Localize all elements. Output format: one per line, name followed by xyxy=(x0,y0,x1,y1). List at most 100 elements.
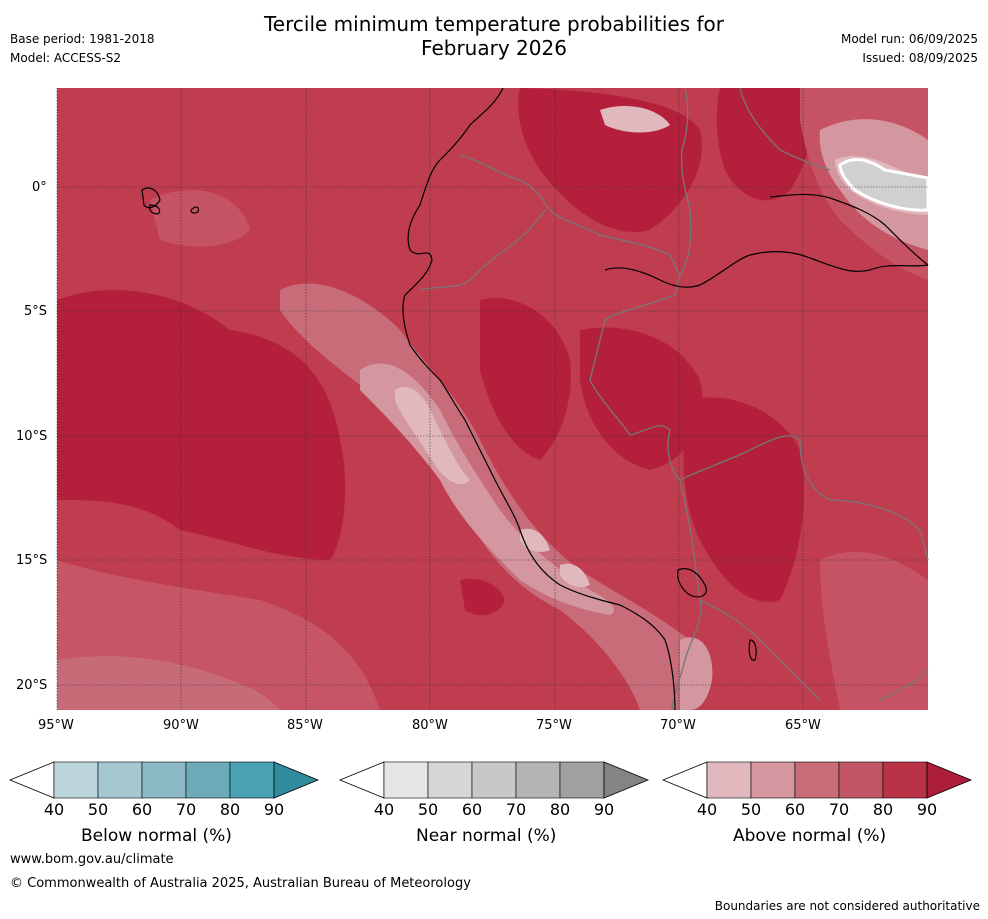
colorbar-below-swatch-60 xyxy=(141,761,187,799)
lon-tick-95w: 95°W xyxy=(38,718,74,733)
colorbar-below-swatch-70 xyxy=(185,761,231,799)
border-peru-bolivia-chile xyxy=(671,479,702,711)
colorbar-near-label: Near normal (%) xyxy=(416,826,557,846)
colorbar-above-tick-90: 90 xyxy=(917,800,937,819)
river-amazon xyxy=(604,251,929,288)
footer-disclaimer: Boundaries are not considered authoritat… xyxy=(714,899,980,913)
contour-90-venezuela xyxy=(716,88,811,201)
river-negro xyxy=(769,193,929,266)
colorbar-near-over-triangle xyxy=(603,761,650,799)
model-name: Model: ACCESS-S2 xyxy=(10,51,122,65)
colorbar-above-tick-80: 80 xyxy=(873,800,893,819)
colorbars: 40 50 60 70 80 90 40 50 60 70 80 90 40 50 60 70 80 90 xyxy=(8,761,973,819)
colorbar-near-under-triangle xyxy=(338,761,385,799)
border-peru-brazil-bolivia xyxy=(589,294,929,561)
colorbar-above-tick-50: 50 xyxy=(741,800,761,819)
contour-50-altiplano xyxy=(680,637,713,710)
colorbar-below-over-triangle xyxy=(273,761,320,799)
colorbar-above: 40 50 60 70 80 90 xyxy=(661,761,973,819)
contour-90-bolivia xyxy=(683,397,804,602)
lat-tick-10s: 10°S xyxy=(16,429,48,444)
contour-90-coast-south xyxy=(460,578,505,616)
coastline-pacific xyxy=(402,87,676,711)
base-period: Base period: 1981-2018 xyxy=(10,32,155,46)
title-line-1: Tercile minimum temperature probabilitie… xyxy=(263,12,725,36)
colorbar-near-tick-80: 80 xyxy=(550,800,570,819)
contour-90-andes-north xyxy=(480,298,571,460)
lon-tick-65w: 65°W xyxy=(785,718,821,733)
colorbar-above-tick-40: 40 xyxy=(697,800,717,819)
lake-poopo xyxy=(748,639,757,661)
colorbar-below-swatch-40 xyxy=(53,761,99,799)
lon-tick-70w: 70°W xyxy=(660,718,696,733)
colorbar-near-tick-40: 40 xyxy=(374,800,394,819)
contour-40-coastal-north xyxy=(395,386,470,485)
colorbar-below: 40 50 60 70 80 90 xyxy=(8,761,320,819)
lon-tick-75w: 75°W xyxy=(536,718,572,733)
colorbar-below-label: Below normal (%) xyxy=(81,826,232,846)
title-line-2: February 2026 xyxy=(421,36,567,60)
colorbar-above-swatch-40 xyxy=(706,761,752,799)
contour-90-amazon-west xyxy=(580,327,703,470)
colorbar-near-swatch-50 xyxy=(427,761,473,799)
chart-title: Tercile minimum temperature probabilitie… xyxy=(0,12,988,60)
galapagos-island-1 xyxy=(141,187,161,209)
colorbar-below-tick-60: 60 xyxy=(132,800,152,819)
lon-tick-85w: 85°W xyxy=(287,718,323,733)
colorbar-near-tick-70: 70 xyxy=(506,800,526,819)
lat-tick-0: 0° xyxy=(32,180,47,195)
issued-date: Issued: 08/09/2025 xyxy=(862,51,978,65)
footer-url: www.bom.gov.au/climate xyxy=(10,852,174,867)
near-normal-patch-northeast xyxy=(838,158,930,212)
graticule xyxy=(56,88,928,710)
colorbar-near-tick-50: 50 xyxy=(418,800,438,819)
contour-40-north-small xyxy=(600,105,670,133)
lat-tick-5s: 5°S xyxy=(24,304,48,319)
border-colombia-venezuela xyxy=(679,87,692,276)
colorbar-above-over-triangle xyxy=(926,761,973,799)
colorbar-above-label: Above normal (%) xyxy=(733,826,887,846)
lat-tick-20s: 20°S xyxy=(16,678,48,693)
colorbar-below-tick-80: 80 xyxy=(220,800,240,819)
colorbar-above-tick-70: 70 xyxy=(829,800,849,819)
colorbar-above-swatch-70 xyxy=(838,761,884,799)
border-colombia-ecuador-peru xyxy=(459,154,681,296)
colorbar-near: 40 50 60 70 80 90 xyxy=(338,761,650,819)
contour-90-west-ocean xyxy=(57,290,346,560)
contour-40-coastal-south xyxy=(560,563,590,587)
colorbar-below-swatch-50 xyxy=(97,761,143,799)
border-ecuador-peru xyxy=(419,209,546,291)
colorbar-above-swatch-60 xyxy=(794,761,840,799)
colorbar-below-tick-40: 40 xyxy=(44,800,64,819)
colorbar-near-swatch-60 xyxy=(471,761,517,799)
map-area xyxy=(56,87,930,711)
colorbar-below-tick-90: 90 xyxy=(264,800,284,819)
footer-copyright: © Commonwealth of Australia 2025, Austra… xyxy=(10,876,471,891)
colorbar-near-tick-90: 90 xyxy=(594,800,614,819)
contour-70-southeast xyxy=(820,551,928,710)
border-bolivia-south xyxy=(699,599,821,701)
model-run: Model run: 06/09/2025 xyxy=(840,32,978,46)
colorbar-below-under-triangle xyxy=(8,761,55,799)
colorbar-near-tick-60: 60 xyxy=(462,800,482,819)
lon-tick-90w: 90°W xyxy=(163,718,199,733)
colorbar-above-under-triangle xyxy=(661,761,708,799)
contour-40-coastal-mid xyxy=(520,528,550,552)
colorbar-above-swatch-80 xyxy=(882,761,928,799)
border-southeast xyxy=(879,669,929,701)
colorbar-near-swatch-70 xyxy=(515,761,561,799)
colorbar-near-swatch-40 xyxy=(383,761,429,799)
colorbar-above-swatch-50 xyxy=(750,761,796,799)
country-borders xyxy=(419,87,929,711)
colorbar-above-tick-60: 60 xyxy=(785,800,805,819)
galapagos-island-2 xyxy=(148,204,161,215)
lon-tick-80w: 80°W xyxy=(412,718,448,733)
lake-titicaca xyxy=(677,568,707,598)
colorbar-below-tick-70: 70 xyxy=(176,800,196,819)
colorbar-below-tick-50: 50 xyxy=(88,800,108,819)
galapagos-island-3 xyxy=(190,206,200,214)
border-venezuela-guyana xyxy=(739,87,831,171)
colorbar-below-swatch-80 xyxy=(229,761,275,799)
colorbar-near-swatch-80 xyxy=(559,761,605,799)
